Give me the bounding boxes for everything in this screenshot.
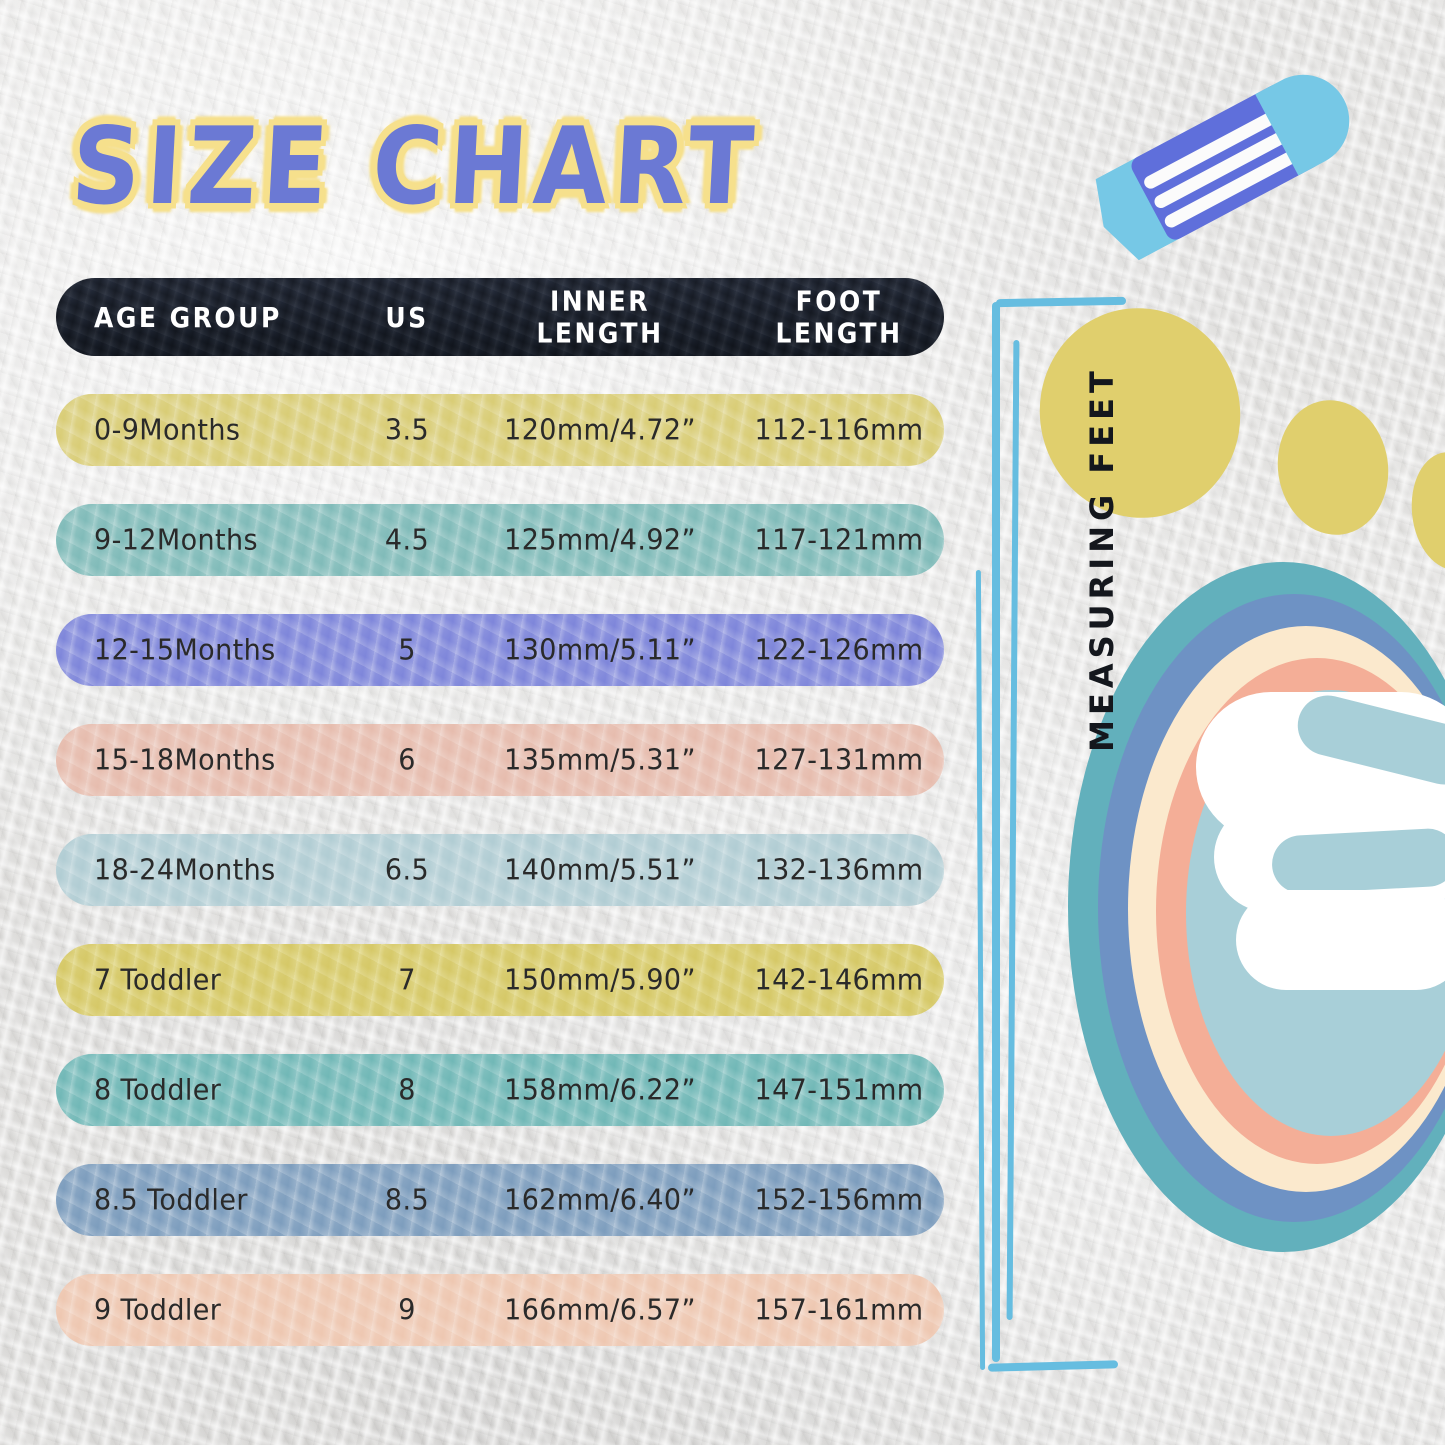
cell-inner-length: 158mm/6.22” <box>504 1073 696 1107</box>
table-row: 7 Toddler 7 150mm/5.90” 142-146mm <box>56 944 944 1016</box>
cell-age-group: 0-9Months <box>94 413 241 447</box>
page-title-text: SIZE CHART <box>68 105 763 229</box>
table-row: 8 Toddler 8 158mm/6.22” 147-151mm <box>56 1054 944 1126</box>
cell-us-size: 8 <box>398 1073 416 1107</box>
table-row: 12-15Months 5 130mm/5.11” 122-126mm <box>56 614 944 686</box>
foot-toe-icon <box>1406 448 1445 574</box>
page-title: SIZE CHART <box>69 105 872 228</box>
column-header-age-group: AGE GROUP <box>94 301 282 333</box>
cell-inner-length: 150mm/5.90” <box>504 963 696 997</box>
foot-toe-icon <box>1269 393 1397 542</box>
cell-us-size: 5 <box>398 633 416 667</box>
table-row: 15-18Months 6 135mm/5.31” 127-131mm <box>56 724 944 796</box>
bracket-vertical-line <box>975 569 986 1371</box>
cell-foot-length: 122-126mm <box>754 633 924 667</box>
bracket-bottom-tick <box>987 1360 1119 1372</box>
cell-inner-length: 130mm/5.11” <box>504 633 696 667</box>
cell-age-group: 8.5 Toddler <box>94 1183 248 1217</box>
squiggle-segment <box>1236 890 1445 990</box>
cell-age-group: 15-18Months <box>94 743 276 777</box>
foot-sole-squiggle <box>1186 682 1445 1082</box>
cell-age-group: 12-15Months <box>94 633 276 667</box>
cell-inner-length: 166mm/6.57” <box>504 1293 696 1327</box>
size-chart-table: AGE GROUP US INNER LENGTH FOOT LENGTH 0-… <box>56 278 944 1346</box>
cell-us-size: 6 <box>398 743 416 777</box>
column-header-inner-length-line1: INNER <box>550 285 650 317</box>
cell-inner-length: 135mm/5.31” <box>504 743 696 777</box>
measuring-feet-label: MEASURING FEET <box>1083 366 1121 752</box>
squiggle-notch <box>1270 827 1445 895</box>
column-header-us: US <box>385 301 429 333</box>
pencil-icon <box>1082 58 1366 267</box>
bracket-top-tick <box>995 296 1127 308</box>
column-header-inner-length-line2: LENGTH <box>536 317 664 349</box>
cell-inner-length: 140mm/5.51” <box>504 853 696 887</box>
table-row: 9 Toddler 9 166mm/6.57” 157-161mm <box>56 1274 944 1346</box>
decorative-illustration: MEASURING FEET <box>960 58 1445 1400</box>
bracket-vertical-line <box>1006 339 1020 1321</box>
cell-foot-length: 147-151mm <box>754 1073 924 1107</box>
cell-inner-length: 125mm/4.92” <box>504 523 696 557</box>
cell-foot-length: 132-136mm <box>754 853 924 887</box>
cell-foot-length: 112-116mm <box>754 413 924 447</box>
column-header-foot-length: FOOT LENGTH <box>734 285 944 349</box>
column-header-foot-length-line2: LENGTH <box>775 317 903 349</box>
column-header-foot-length-line1: FOOT <box>795 285 883 317</box>
cell-us-size: 4.5 <box>384 523 430 557</box>
cell-age-group: 8 Toddler <box>94 1073 222 1107</box>
table-row: 9-12Months 4.5 125mm/4.92” 117-121mm <box>56 504 944 576</box>
cell-us-size: 8.5 <box>384 1183 430 1217</box>
table-header-row: AGE GROUP US INNER LENGTH FOOT LENGTH <box>56 278 944 356</box>
cell-foot-length: 142-146mm <box>754 963 924 997</box>
bracket-vertical-line <box>992 302 1000 1362</box>
cell-foot-length: 157-161mm <box>754 1293 924 1327</box>
table-row: 18-24Months 6.5 140mm/5.51” 132-136mm <box>56 834 944 906</box>
cell-foot-length: 152-156mm <box>754 1183 924 1217</box>
cell-foot-length: 127-131mm <box>754 743 924 777</box>
cell-age-group: 7 Toddler <box>94 963 222 997</box>
cell-us-size: 3.5 <box>384 413 430 447</box>
cell-age-group: 9 Toddler <box>94 1293 222 1327</box>
cell-age-group: 18-24Months <box>94 853 276 887</box>
table-row: 0-9Months 3.5 120mm/4.72” 112-116mm <box>56 394 944 466</box>
cell-inner-length: 120mm/4.72” <box>504 413 696 447</box>
column-header-inner-length: INNER LENGTH <box>466 285 734 349</box>
cell-us-size: 7 <box>398 963 416 997</box>
measuring-bracket-icon <box>960 280 1160 1410</box>
table-rows-container: 0-9Months 3.5 120mm/4.72” 112-116mm 9-12Mont… <box>56 394 944 1346</box>
cell-foot-length: 117-121mm <box>754 523 924 557</box>
cell-inner-length: 162mm/6.40” <box>504 1183 696 1217</box>
cell-us-size: 9 <box>398 1293 416 1327</box>
cell-age-group: 9-12Months <box>94 523 258 557</box>
cell-us-size: 6.5 <box>384 853 430 887</box>
table-row: 8.5 Toddler 8.5 162mm/6.40” 152-156mm <box>56 1164 944 1236</box>
